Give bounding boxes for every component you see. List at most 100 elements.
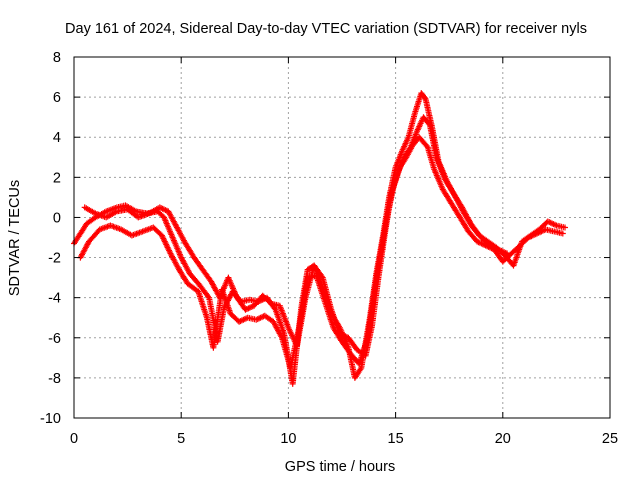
data-point [336, 330, 350, 341]
data-point [176, 266, 190, 286]
data-point [439, 186, 454, 205]
y-tick-label: 2 [53, 170, 61, 186]
data-point [122, 202, 138, 214]
data-point [311, 262, 325, 280]
y-tick-label: 6 [53, 90, 61, 106]
data-point [345, 334, 360, 352]
data-point [559, 230, 566, 237]
data-point [441, 176, 456, 195]
y-tick-label: -10 [40, 411, 61, 427]
data-point [411, 91, 424, 117]
data-point [544, 218, 558, 228]
data-point [184, 280, 200, 294]
data-point [493, 244, 507, 258]
x-tick-label: 25 [602, 431, 618, 447]
x-tick-label: 10 [280, 431, 296, 447]
data-point [448, 200, 463, 219]
data-point [456, 214, 471, 234]
data-point [381, 192, 394, 237]
data-point [394, 155, 407, 177]
series-track-c [81, 114, 568, 359]
data-point [169, 234, 184, 259]
data-point [467, 220, 482, 238]
data-point [182, 240, 197, 260]
y-tick-label: -8 [48, 371, 61, 387]
data-point [362, 324, 375, 359]
data-point [351, 366, 364, 381]
data-point [214, 306, 227, 345]
data-point [407, 129, 420, 151]
data-point [399, 135, 411, 155]
data-point [158, 232, 173, 255]
data-point [369, 276, 382, 329]
data-point [167, 250, 182, 272]
data-point [519, 233, 533, 245]
data-point [173, 224, 188, 246]
data-points [71, 90, 568, 387]
data-point [294, 296, 309, 349]
data-point [276, 302, 291, 330]
data-point [83, 215, 97, 227]
data-point [199, 266, 214, 284]
x-tick-label: 20 [495, 431, 511, 447]
x-tick-label: 5 [177, 431, 185, 447]
data-point [401, 145, 413, 161]
data-point [186, 270, 201, 286]
grid-lines [74, 57, 610, 418]
data-point [225, 274, 240, 300]
data-point [270, 318, 285, 340]
data-point [476, 232, 490, 244]
x-tick-label: 0 [70, 431, 78, 447]
data-point [328, 306, 343, 336]
data-point [165, 208, 180, 229]
y-tick-label: 8 [53, 50, 61, 66]
data-point [77, 240, 92, 261]
x-tick-label: 15 [388, 431, 404, 447]
data-point [450, 190, 465, 209]
data-point [259, 292, 273, 306]
chart-title: Day 161 of 2024, Sidereal Day-to-day VTE… [65, 21, 587, 37]
data-point [261, 312, 275, 324]
data-point [86, 227, 102, 245]
data-point [302, 264, 317, 301]
data-point [527, 227, 541, 239]
data-point [392, 149, 405, 171]
data-point [161, 214, 175, 239]
data-point [420, 114, 432, 127]
data-point [459, 204, 473, 225]
data-point [484, 238, 498, 250]
data-point [339, 338, 353, 356]
data-point [426, 122, 439, 159]
data-point [81, 204, 97, 216]
data-point [431, 166, 446, 191]
y-tick-label: -4 [48, 291, 61, 307]
data-point [424, 144, 437, 171]
data-point [388, 172, 401, 197]
data-point [191, 254, 205, 272]
data-point [103, 209, 119, 221]
data-point [510, 240, 525, 269]
data-point [319, 274, 334, 311]
data-point [195, 288, 210, 320]
data-point [195, 280, 211, 300]
x-axis-label: GPS time / hours [285, 459, 395, 475]
data-point [416, 134, 430, 149]
y-tick-label: 4 [53, 130, 61, 146]
data-point [321, 298, 336, 330]
data-point [272, 306, 287, 336]
data-point [562, 224, 568, 231]
data-point [418, 90, 428, 101]
data-point [433, 154, 448, 181]
data-point [150, 224, 164, 238]
y-tick-label: -6 [48, 331, 61, 347]
data-point [154, 208, 166, 220]
data-point [242, 303, 256, 313]
plot-frame [73, 56, 611, 419]
axis-ticks: 0 5 10 15 20 25 -10 -8 -6 -4 -2 0 2 4 6 8 [40, 50, 618, 447]
y-axis-label: SDTVAR / TECUs [7, 180, 23, 296]
data-point [77, 221, 89, 237]
y-tick-label: -2 [48, 251, 61, 267]
data-point [465, 228, 479, 244]
